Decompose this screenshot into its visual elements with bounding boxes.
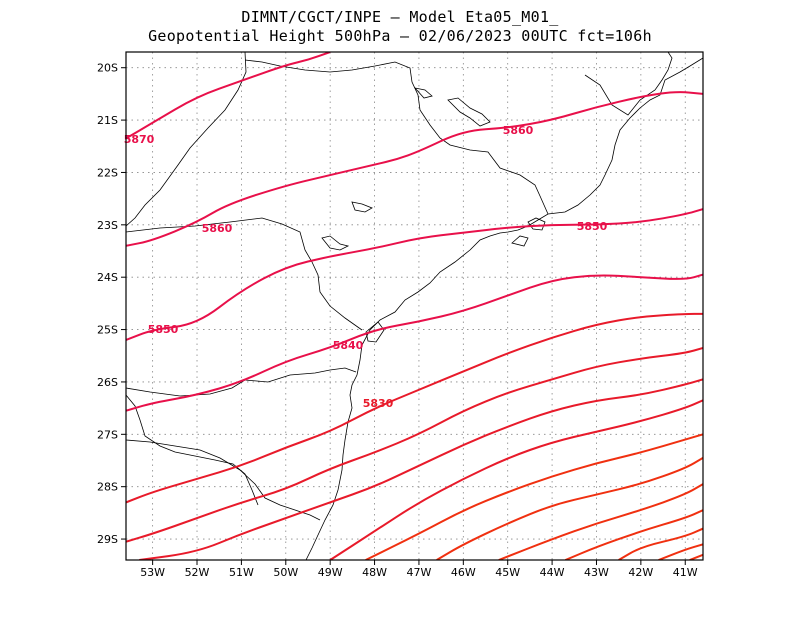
x-tick-label: 42W xyxy=(628,566,653,579)
reservoir-1 xyxy=(447,97,491,127)
contour-label-5840: 5840 xyxy=(333,339,364,352)
x-tick-label: 48W xyxy=(362,566,387,579)
y-tick-label: 27S xyxy=(97,428,118,441)
contour-line-5860 xyxy=(126,91,703,247)
contour-line-5810 xyxy=(139,378,703,560)
contour-label-5860-west: 5860 xyxy=(202,222,233,235)
border-ms-sp xyxy=(126,52,247,227)
x-tick-label: 52W xyxy=(185,566,210,579)
contour-line-5760 xyxy=(565,509,703,560)
contour-labels: 5870 5860 5860 5850 5850 5840 5830 xyxy=(124,124,608,410)
contour-label-5850-east: 5850 xyxy=(577,220,608,233)
contour-line-5770 xyxy=(498,483,703,560)
x-tick-label: 46W xyxy=(451,566,476,579)
y-axis: 20S 21S 22S 23S 24S 25S 26S 27S 28S 29S xyxy=(97,62,126,546)
y-tick-label: 22S xyxy=(97,166,118,179)
bay-guanabara xyxy=(527,217,546,231)
brazil-coastline xyxy=(305,57,703,560)
coastline-and-borders xyxy=(126,52,703,560)
y-tick-label: 26S xyxy=(97,376,118,389)
x-tick-label: 49W xyxy=(318,566,343,579)
reservoir-4 xyxy=(413,87,433,99)
contour-label-5860-east: 5860 xyxy=(503,124,534,137)
x-tick-label: 53W xyxy=(140,566,165,579)
contour-label-5870: 5870 xyxy=(124,133,155,146)
border-pr-sc xyxy=(126,367,357,397)
contour-line-5780 xyxy=(436,457,703,560)
lat-lon-grid xyxy=(126,52,703,560)
x-axis: 53W 52W 51W 50W 49W 48W 47W 46W 45W 44W 43W 42W 41W xyxy=(140,560,698,579)
contour-line-5730 xyxy=(689,553,703,560)
border-pr-sp xyxy=(126,217,363,331)
x-tick-label: 44W xyxy=(540,566,565,579)
contour-line-5830 xyxy=(126,312,703,504)
x-tick-label: 45W xyxy=(495,566,520,579)
plot-frame xyxy=(125,51,704,561)
y-tick-label: 21S xyxy=(97,114,118,127)
contour-line-5870 xyxy=(126,52,331,140)
contour-line-5750 xyxy=(618,527,703,560)
border-sc-rs xyxy=(126,439,321,521)
contour-line-5790 xyxy=(365,433,703,560)
y-tick-label: 29S xyxy=(97,533,118,546)
reservoir-2 xyxy=(351,201,373,213)
border-argentina xyxy=(126,394,259,506)
x-tick-label: 43W xyxy=(584,566,609,579)
x-tick-label: 51W xyxy=(229,566,254,579)
contour-line-5820 xyxy=(126,346,703,543)
map-title-line1: DIMNT/CGCT/INPE – Model Eta05_M01_ xyxy=(241,8,559,26)
contour-label-5830: 5830 xyxy=(363,397,394,410)
height-contours xyxy=(126,52,703,560)
y-tick-label: 25S xyxy=(97,324,118,337)
x-tick-label: 47W xyxy=(407,566,432,579)
island-ilhabela xyxy=(511,235,529,247)
y-tick-label: 20S xyxy=(97,62,118,75)
border-sp-mg xyxy=(244,59,549,215)
lagoon-paranagua xyxy=(365,321,385,343)
border-mg-rj-es xyxy=(584,52,673,116)
reservoir-3 xyxy=(321,235,350,251)
contour-line-5850 xyxy=(126,208,703,341)
contour-line-5840 xyxy=(126,273,703,412)
y-tick-label: 24S xyxy=(97,271,118,284)
contour-line-5800 xyxy=(329,399,703,560)
y-tick-label: 28S xyxy=(97,481,118,494)
contour-label-5850-west: 5850 xyxy=(148,323,179,336)
y-tick-label: 23S xyxy=(97,219,118,232)
x-tick-label: 50W xyxy=(273,566,298,579)
map-title-line2: Geopotential Height 500hPa – 02/06/2023 … xyxy=(148,27,652,45)
x-tick-label: 41W xyxy=(673,566,698,579)
